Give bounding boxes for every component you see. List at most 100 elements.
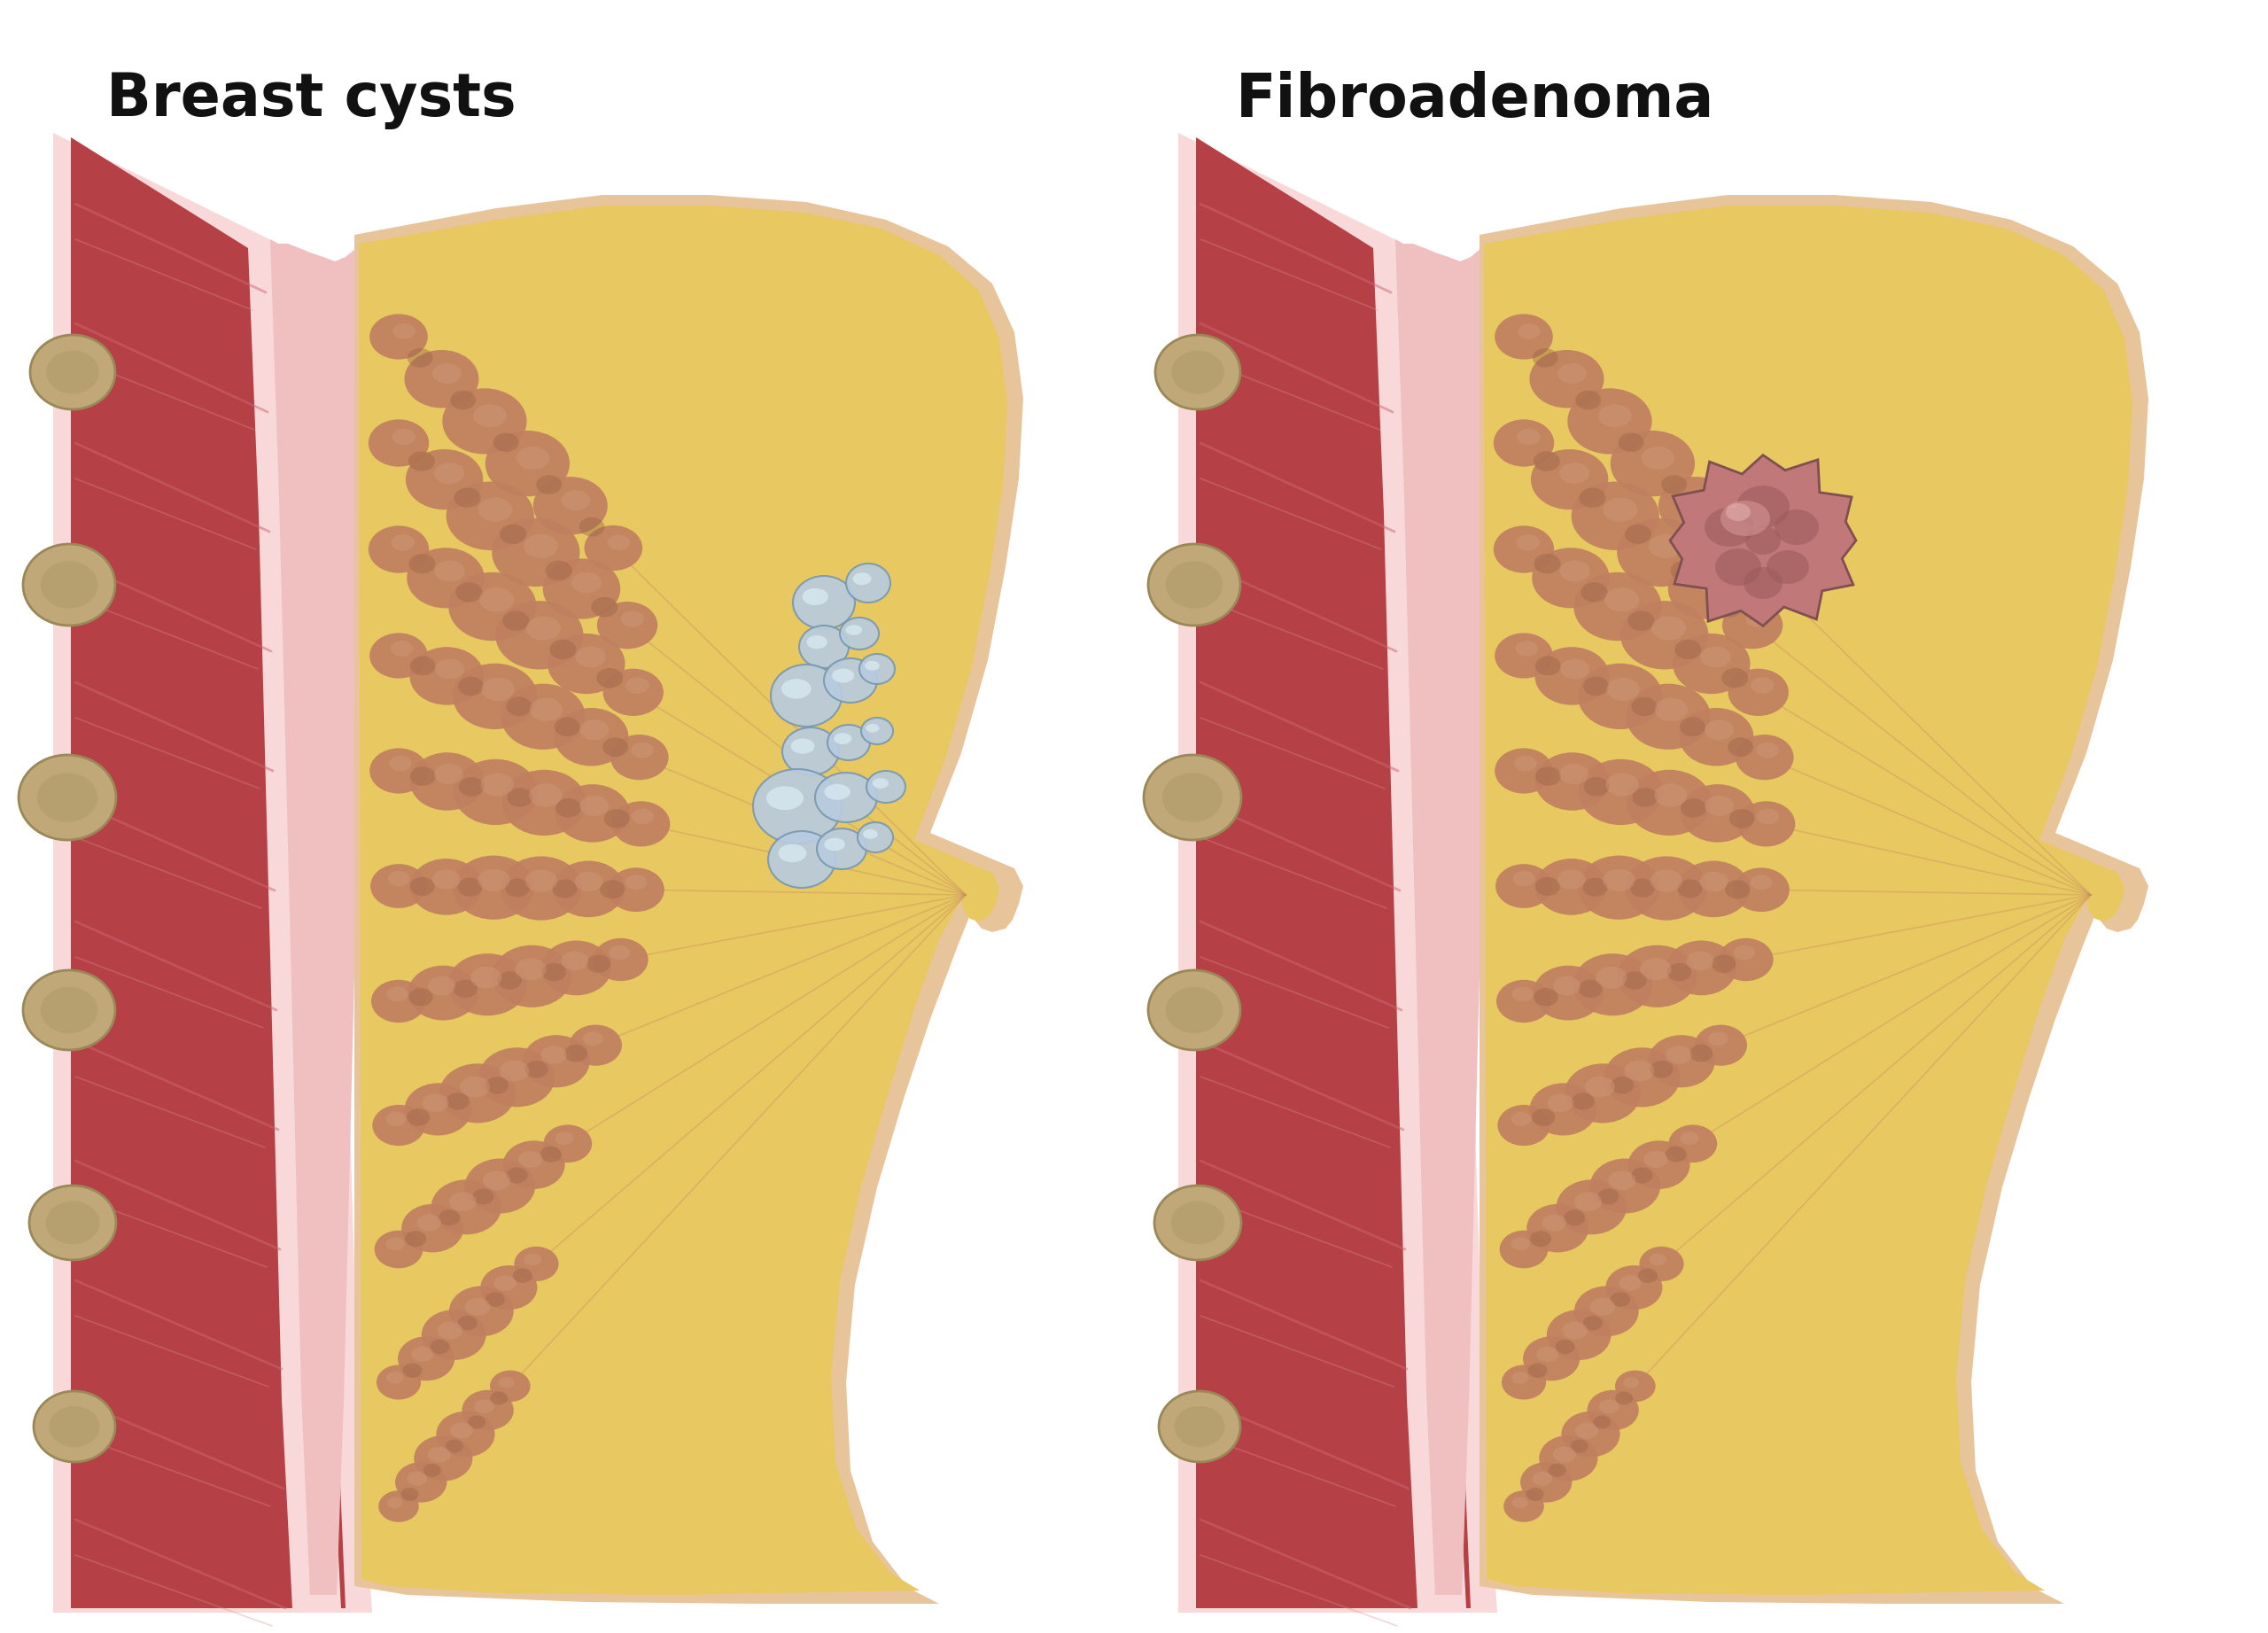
Ellipse shape xyxy=(1706,795,1733,816)
Ellipse shape xyxy=(499,1377,515,1388)
Ellipse shape xyxy=(1678,709,1753,766)
Ellipse shape xyxy=(458,879,483,897)
Ellipse shape xyxy=(1560,560,1590,581)
Ellipse shape xyxy=(540,1146,562,1163)
Ellipse shape xyxy=(587,955,610,973)
Ellipse shape xyxy=(497,972,522,990)
Ellipse shape xyxy=(1513,870,1535,887)
Ellipse shape xyxy=(1649,1254,1667,1266)
Ellipse shape xyxy=(1560,1411,1619,1457)
Ellipse shape xyxy=(1565,1063,1640,1124)
Ellipse shape xyxy=(411,753,485,810)
Ellipse shape xyxy=(454,663,538,730)
Ellipse shape xyxy=(542,941,612,996)
Ellipse shape xyxy=(1633,787,1658,807)
Ellipse shape xyxy=(386,1112,406,1127)
Ellipse shape xyxy=(794,576,855,629)
Ellipse shape xyxy=(449,1422,474,1439)
Ellipse shape xyxy=(1554,977,1581,996)
Ellipse shape xyxy=(560,490,590,511)
Text: Breast cysts: Breast cysts xyxy=(107,70,517,129)
Ellipse shape xyxy=(404,1364,422,1378)
Ellipse shape xyxy=(626,875,646,890)
Ellipse shape xyxy=(388,986,408,1001)
Ellipse shape xyxy=(1166,562,1222,609)
Ellipse shape xyxy=(1556,1179,1626,1235)
Ellipse shape xyxy=(1520,1462,1572,1502)
Ellipse shape xyxy=(1626,769,1712,836)
Ellipse shape xyxy=(1599,405,1631,428)
Ellipse shape xyxy=(479,1047,556,1107)
Ellipse shape xyxy=(1535,1346,1558,1362)
Ellipse shape xyxy=(41,986,98,1034)
Ellipse shape xyxy=(406,1231,426,1246)
Ellipse shape xyxy=(1603,498,1637,523)
Ellipse shape xyxy=(1572,954,1653,1016)
Ellipse shape xyxy=(1606,1266,1662,1310)
Ellipse shape xyxy=(1533,988,1558,1006)
Ellipse shape xyxy=(1656,697,1687,722)
Ellipse shape xyxy=(45,1202,100,1244)
Ellipse shape xyxy=(395,1462,447,1502)
Ellipse shape xyxy=(569,1026,621,1066)
Ellipse shape xyxy=(1619,1275,1642,1290)
Ellipse shape xyxy=(460,1076,490,1097)
Ellipse shape xyxy=(519,1151,542,1168)
Ellipse shape xyxy=(1637,1269,1658,1284)
Ellipse shape xyxy=(549,640,576,660)
Ellipse shape xyxy=(411,656,435,676)
Ellipse shape xyxy=(388,870,411,887)
Ellipse shape xyxy=(1624,1377,1640,1388)
Ellipse shape xyxy=(454,759,538,825)
Ellipse shape xyxy=(553,717,581,736)
Ellipse shape xyxy=(411,877,435,897)
Ellipse shape xyxy=(376,1365,422,1399)
Ellipse shape xyxy=(866,771,905,803)
Ellipse shape xyxy=(1574,1192,1601,1212)
Ellipse shape xyxy=(490,1370,531,1401)
Ellipse shape xyxy=(1531,1109,1556,1125)
Ellipse shape xyxy=(1585,1076,1615,1097)
Ellipse shape xyxy=(631,808,653,825)
Ellipse shape xyxy=(1665,1045,1692,1065)
Ellipse shape xyxy=(1526,1204,1588,1253)
Ellipse shape xyxy=(1703,518,1730,537)
Ellipse shape xyxy=(1540,1435,1597,1481)
Ellipse shape xyxy=(435,560,465,581)
Ellipse shape xyxy=(1513,1497,1529,1509)
Ellipse shape xyxy=(1565,1210,1585,1226)
Ellipse shape xyxy=(560,950,590,970)
Ellipse shape xyxy=(1701,647,1730,668)
Ellipse shape xyxy=(1547,1310,1610,1360)
Ellipse shape xyxy=(1728,668,1789,715)
Ellipse shape xyxy=(1737,485,1789,527)
Ellipse shape xyxy=(492,946,572,1008)
Ellipse shape xyxy=(631,743,653,758)
Ellipse shape xyxy=(447,482,533,550)
Ellipse shape xyxy=(1606,678,1640,701)
Ellipse shape xyxy=(526,1060,549,1078)
Ellipse shape xyxy=(1495,748,1554,794)
Ellipse shape xyxy=(553,861,624,918)
Ellipse shape xyxy=(792,738,814,754)
Ellipse shape xyxy=(515,959,547,980)
Ellipse shape xyxy=(612,802,669,846)
Ellipse shape xyxy=(401,1204,463,1253)
Ellipse shape xyxy=(1497,980,1551,1022)
Ellipse shape xyxy=(467,1416,485,1429)
Ellipse shape xyxy=(406,1109,431,1125)
Ellipse shape xyxy=(610,735,669,781)
Ellipse shape xyxy=(463,1390,513,1431)
Ellipse shape xyxy=(506,1168,528,1184)
Ellipse shape xyxy=(581,720,608,740)
Ellipse shape xyxy=(1560,764,1588,784)
Ellipse shape xyxy=(438,1321,463,1339)
Ellipse shape xyxy=(1597,967,1626,988)
Ellipse shape xyxy=(816,828,866,869)
Ellipse shape xyxy=(1626,856,1708,921)
Ellipse shape xyxy=(1615,1391,1633,1404)
Ellipse shape xyxy=(1649,1035,1715,1088)
Ellipse shape xyxy=(1495,314,1554,359)
Ellipse shape xyxy=(1667,941,1737,996)
Ellipse shape xyxy=(386,1372,404,1383)
